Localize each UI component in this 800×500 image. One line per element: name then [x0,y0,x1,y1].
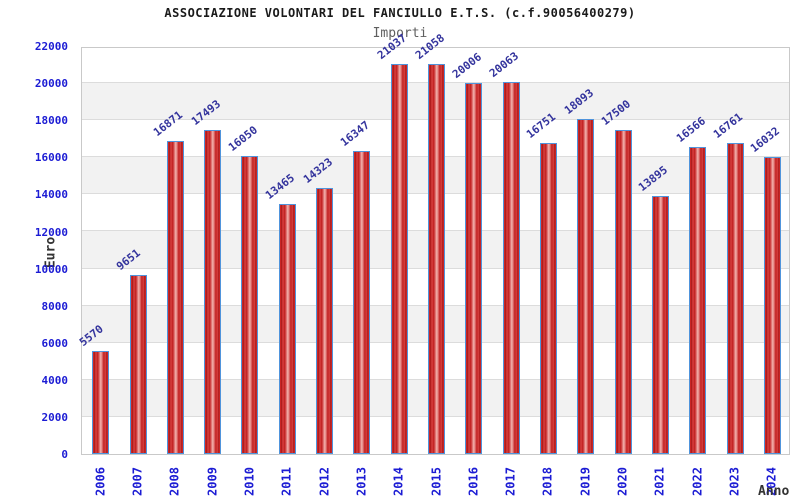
y-tick-label: 14000 [34,188,68,202]
plot-area: 5570 9651 16871 17493 16050 13465 14323 16347 21… [77,31,790,455]
x-tick-label-2010: 2010 [242,467,257,496]
bar-2007 [129,275,147,454]
x-tick-label-2012: 2012 [317,467,332,496]
bar-2018 [539,143,557,454]
bar-2012 [316,188,334,454]
bar-2024 [763,156,781,454]
x-tick-label-2019: 2019 [578,467,593,496]
bar-2021 [651,196,669,454]
x-axis-title: Anno [758,484,790,499]
bar-2010 [241,156,259,454]
bar-2011 [278,204,296,454]
x-tick-label-2006: 2006 [93,467,108,496]
y-tick-label: 6000 [41,336,69,350]
bar-2019 [577,118,595,454]
bar-2015 [428,63,445,454]
x-tick-label-2016: 2016 [466,467,481,496]
y-tick-label: 22000 [34,40,68,53]
y-tick-label: 18000 [34,114,68,128]
y-tick-label: 0 [61,448,68,461]
bar-2023 [726,143,744,454]
bar-value-label: 16050 [225,123,260,155]
x-tick-label-2007: 2007 [130,467,145,496]
x-tick-label-2011: 2011 [279,467,294,496]
bar-2022 [689,146,707,454]
bar-2009 [204,129,222,454]
bar-value-label: 20006 [449,50,484,81]
x-tick-label-2017: 2017 [503,467,518,496]
x-tick-label-2014: 2014 [391,467,406,496]
x-tick-label-2009: 2009 [205,467,220,496]
y-tick-label: 12000 [34,225,68,239]
y-tick-label: 16000 [34,151,68,165]
bar-value-label: 16032 [748,124,783,155]
bar-2013 [353,150,371,454]
x-tick-label-2021: 2021 [652,467,667,496]
x-tick-label-2008: 2008 [167,467,182,496]
bar-2017 [502,81,520,454]
x-tick-label-2015: 2015 [429,467,443,496]
x-tick-label-2018: 2018 [540,467,555,496]
x-axis-tick-labels: 2006 2007 2008 2009 2010 2011 2012 2013 2014 2015… [0,458,800,500]
chart-title: ASSOCIAZIONE VOLONTARI DEL FANCIULLO E.T… [164,6,636,20]
x-tick-label-2020: 2020 [615,467,630,496]
chart-subtitle: Importi [372,26,428,41]
y-tick-label: 20000 [34,77,68,91]
y-tick-label: 4000 [41,373,69,387]
x-tick-label-2013: 2013 [354,467,369,496]
y-tick-label: 8000 [41,299,69,313]
bar-2006 [92,350,110,454]
bar-2008 [166,141,184,454]
bar-2020 [614,129,632,454]
bar-2014 [390,63,408,454]
y-axis-tick-labels: 0 2000 4000 6000 8000 10000 12000 14000 16000 180… [0,0,68,500]
y-tick-label: 2000 [41,410,69,424]
bar-2016 [465,83,483,454]
x-tick-label-2023: 2023 [727,467,742,496]
y-tick-label: 10000 [34,262,68,276]
bar-value-label: 20063 [487,49,522,80]
bar-value-label: 16347 [337,118,372,149]
x-tick-label-2022: 2022 [690,467,705,496]
